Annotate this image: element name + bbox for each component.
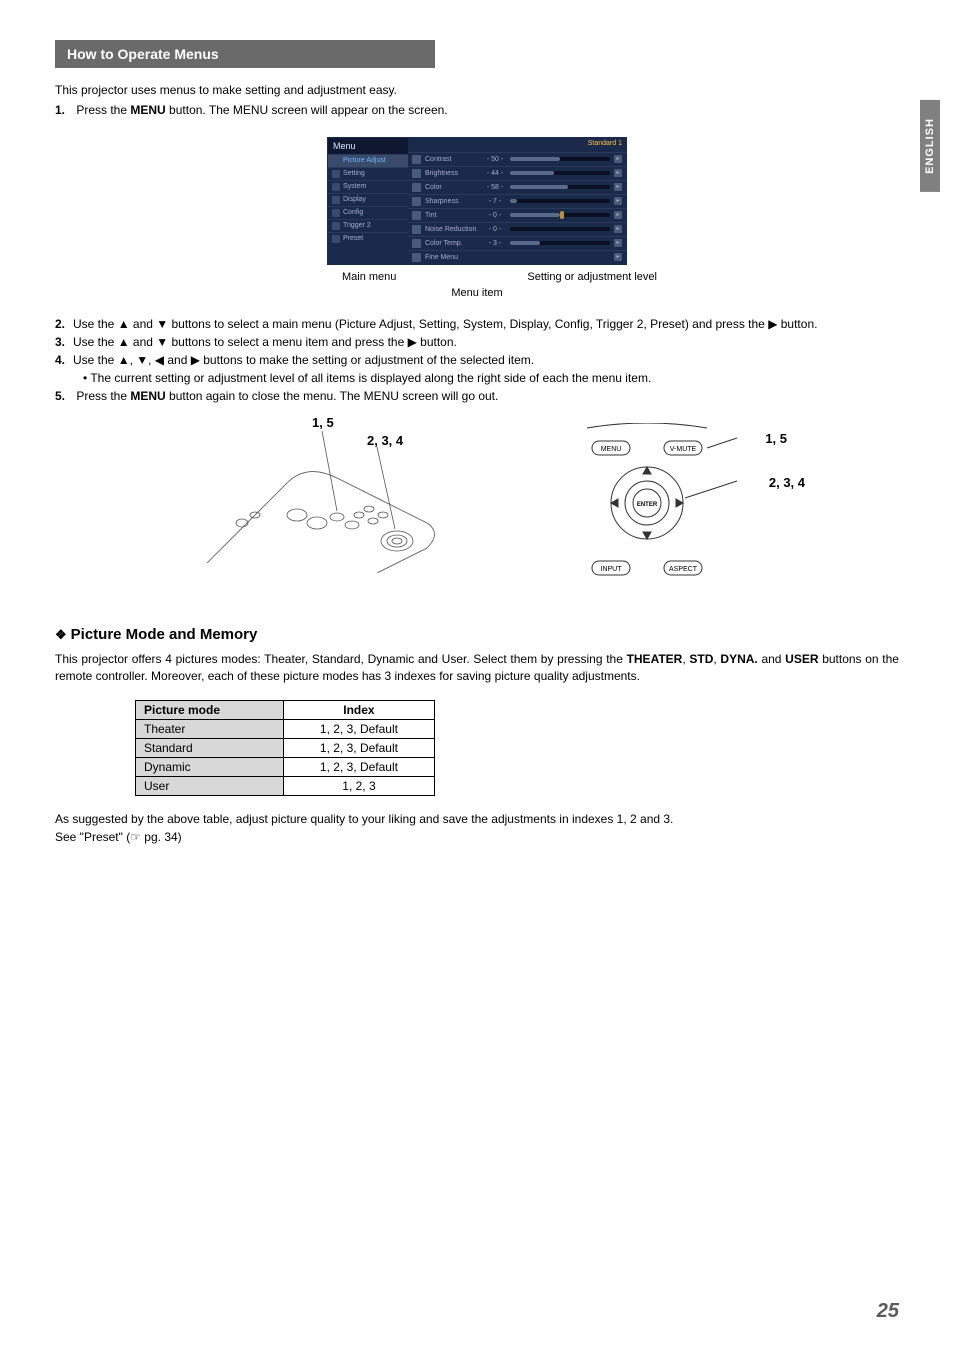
table-row: Standard1, 2, 3, Default — [136, 738, 435, 757]
table-row: Theater1, 2, 3, Default — [136, 719, 435, 738]
step-1: 1. Press the MENU button. The MENU scree… — [55, 101, 899, 119]
menu-badge: Standard 1 — [588, 140, 622, 147]
menu-right-item: Brightness- 44 -▸ — [408, 166, 626, 180]
menu-right-item: Color Temp.- 3 -▸ — [408, 236, 626, 250]
callout-234: 2, 3, 4 — [367, 433, 403, 448]
menu-header: Menu — [328, 138, 408, 154]
picture-mode-table: Picture mode Index Theater1, 2, 3, Defau… — [135, 700, 435, 796]
step-4: 4.Use the ▲, ▼, ◀ and ▶ buttons to make … — [55, 353, 899, 367]
btn-std: STD — [689, 652, 713, 666]
menu-left-item: Display — [328, 193, 408, 206]
menu-left-item: Config — [328, 206, 408, 219]
menu-right-item: Noise Reduction- 0 -▸ — [408, 222, 626, 236]
menu-left-item: Picture Adjust — [328, 154, 408, 167]
control-svg: MENU V-MUTE ENTER INPUT ASPECT — [537, 423, 757, 593]
step1-post: button. The MENU screen will appear on t… — [166, 103, 448, 117]
menu-left-item: Trigger 2 — [328, 219, 408, 232]
btn-dyna: DYNA. — [720, 652, 757, 666]
th-index: Index — [283, 700, 434, 719]
annot-setting-level: Setting or adjustment level — [527, 271, 657, 283]
step-2: 2.Use the ▲ and ▼ buttons to select a ma… — [55, 317, 899, 331]
step-num: 4. — [55, 353, 73, 367]
step1-pre: Press the — [76, 103, 130, 117]
callout-15: 1, 5 — [765, 431, 787, 446]
step2-text: Use the ▲ and ▼ buttons to select a main… — [73, 317, 817, 331]
section-header: How to Operate Menus — [55, 40, 435, 68]
svg-text:V-MUTE: V-MUTE — [670, 446, 697, 453]
svg-text:MENU: MENU — [601, 446, 622, 453]
menu-right-item: Contrast- 50 -▸ — [408, 152, 626, 166]
menu-right-item: Sharpness- 7 -▸ — [408, 194, 626, 208]
step-3: 3.Use the ▲ and ▼ buttons to select a me… — [55, 335, 899, 349]
svg-text:ENTER: ENTER — [637, 502, 658, 508]
c3: and — [758, 652, 785, 666]
step5-post: button again to close the menu. The MENU… — [166, 389, 499, 403]
b1pre: This projector offers 4 pictures modes: … — [55, 652, 627, 666]
step-num: 2. — [55, 317, 73, 331]
diamond-icon: ❖ — [55, 627, 67, 642]
table-row: Dynamic1, 2, 3, Default — [136, 757, 435, 776]
table-row: User1, 2, 3 — [136, 776, 435, 795]
control-panel-diagram: 1, 5 2, 3, 4 — [537, 423, 757, 596]
step4-text: Use the ▲, ▼, ◀ and ▶ buttons to make th… — [73, 353, 534, 367]
remote-svg — [197, 423, 457, 573]
subsection-title: ❖ Picture Mode and Memory — [55, 626, 899, 643]
footer-line-2: See "Preset" (☞ pg. 34) — [55, 828, 899, 846]
menu-right-item: Fine Menu▸ — [408, 250, 626, 264]
menu-left-item: System — [328, 180, 408, 193]
step-num: 5. — [55, 389, 73, 403]
language-tab: ENGLISH — [920, 100, 940, 192]
btn-theater: THEATER — [627, 652, 683, 666]
step-5: 5. Press the MENU button again to close … — [55, 389, 899, 403]
step-num: 1. — [55, 101, 73, 119]
step4-sub: • The current setting or adjustment leve… — [55, 371, 899, 385]
page-number: 25 — [877, 1300, 899, 1323]
menu-left-item: Preset — [328, 232, 408, 245]
step5-bold: MENU — [130, 389, 165, 403]
menu-left-item: Setting — [328, 167, 408, 180]
menu-screenshot: Menu Picture AdjustSettingSystemDisplayC… — [327, 137, 627, 299]
step3-text: Use the ▲ and ▼ buttons to select a menu… — [73, 335, 457, 349]
subtitle-text: Picture Mode and Memory — [71, 626, 258, 643]
step-num: 3. — [55, 335, 73, 349]
menu-right-item: Color- 58 -▸ — [408, 180, 626, 194]
annot-menu-item: Menu item — [327, 287, 627, 299]
step5-pre: Press the — [76, 389, 130, 403]
menu-right-item: Tint- 0 -▸ — [408, 208, 626, 222]
th-mode: Picture mode — [136, 700, 284, 719]
annot-main-menu: Main menu — [342, 271, 396, 283]
svg-text:INPUT: INPUT — [601, 566, 623, 573]
callout-234: 2, 3, 4 — [769, 475, 805, 490]
callout-15: 1, 5 — [312, 415, 334, 430]
footer-line-1: As suggested by the above table, adjust … — [55, 810, 899, 828]
remote-diagram: 1, 5 2, 3, 4 — [197, 423, 457, 596]
btn-user: USER — [785, 652, 818, 666]
step1-bold: MENU — [130, 103, 165, 117]
diagram-row: 1, 5 2, 3, 4 — [55, 423, 899, 596]
intro-text: This projector uses menus to make settin… — [55, 82, 899, 99]
svg-text:ASPECT: ASPECT — [669, 566, 698, 573]
picture-mode-body: This projector offers 4 pictures modes: … — [55, 651, 899, 686]
